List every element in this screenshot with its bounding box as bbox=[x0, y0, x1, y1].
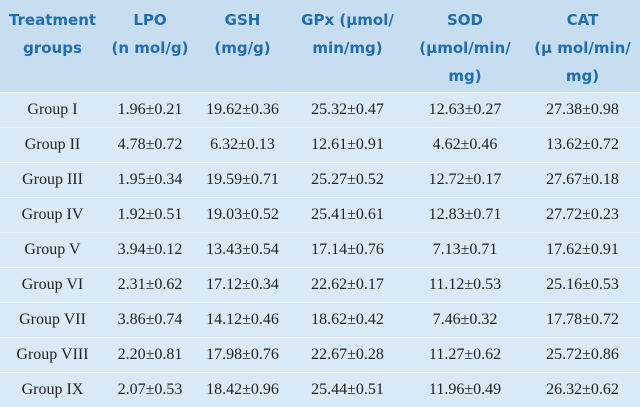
header-text: (n mol/g) bbox=[111, 39, 189, 57]
group-cell: Group IV bbox=[0, 196, 105, 232]
group-cell: Group II bbox=[0, 126, 105, 162]
value-cell: 12.83±0.71 bbox=[405, 196, 525, 232]
value-cell: 2.31±0.62 bbox=[105, 266, 195, 302]
value-cell: 17.98±0.76 bbox=[195, 336, 290, 372]
value-cell: 12.72±0.17 bbox=[405, 161, 525, 197]
value-cell: 27.72±0.23 bbox=[525, 196, 640, 232]
value-cell: 25.72±0.86 bbox=[525, 336, 640, 372]
group-cell: Group V bbox=[0, 231, 105, 267]
value-cell: 3.86±0.74 bbox=[105, 301, 195, 337]
value-cell: 12.61±0.91 bbox=[290, 126, 405, 162]
value-cell: 27.67±0.18 bbox=[525, 161, 640, 197]
value-cell: 18.42±0.96 bbox=[195, 371, 290, 407]
header-text: mg) bbox=[565, 67, 600, 85]
group-cell: Group I bbox=[0, 91, 105, 127]
table-row: Group V 3.94±0.12 13.43±0.54 17.14±0.76 7.13… bbox=[0, 231, 640, 267]
value-cell: 7.13±0.71 bbox=[405, 231, 525, 267]
value-cell: 4.62±0.46 bbox=[405, 126, 525, 162]
value-cell: 19.03±0.52 bbox=[195, 196, 290, 232]
header-text: (mg/g) bbox=[214, 39, 271, 57]
group-cell: Group III bbox=[0, 161, 105, 197]
table-row: Group IX 2.07±0.53 18.42±0.96 25.44±0.51 11.… bbox=[0, 371, 640, 407]
header-cell: SOD (µmol/min/mg) bbox=[405, 0, 525, 92]
value-cell: 25.27±0.52 bbox=[290, 161, 405, 197]
table-row: Group I 1.96±0.21 19.62±0.36 25.32±0.47 12.6… bbox=[0, 91, 640, 127]
table-row: Group III 1.95±0.34 19.59±0.71 25.27±0.52 12… bbox=[0, 161, 640, 197]
header-text: CAT bbox=[566, 11, 599, 29]
header-cell: LPO (n mol/g) bbox=[105, 0, 195, 92]
value-cell: 22.62±0.17 bbox=[290, 266, 405, 302]
header-text: min/mg) bbox=[312, 39, 383, 57]
value-cell: 17.12±0.34 bbox=[195, 266, 290, 302]
header-cell: GSH (mg/g) bbox=[195, 0, 290, 92]
table-row: Group IV 1.92±0.51 19.03±0.52 25.41±0.61 12.… bbox=[0, 196, 640, 232]
group-cell: Group VI bbox=[0, 266, 105, 302]
value-cell: 19.59±0.71 bbox=[195, 161, 290, 197]
header-row: Treatment groups LPO (n mol/g) GSH (mg/g) GPx … bbox=[0, 0, 640, 92]
value-cell: 1.95±0.34 bbox=[105, 161, 195, 197]
value-cell: 13.43±0.54 bbox=[195, 231, 290, 267]
table-row: Group VI 2.31±0.62 17.12±0.34 22.62±0.17 11.… bbox=[0, 266, 640, 302]
header-text: LPO bbox=[133, 11, 167, 29]
value-cell: 17.14±0.76 bbox=[290, 231, 405, 267]
value-cell: 3.94±0.12 bbox=[105, 231, 195, 267]
value-cell: 1.96±0.21 bbox=[105, 91, 195, 127]
value-cell: 26.32±0.62 bbox=[525, 371, 640, 407]
group-cell: Group IX bbox=[0, 371, 105, 407]
header-text: Treatment bbox=[8, 11, 97, 29]
value-cell: 2.20±0.81 bbox=[105, 336, 195, 372]
value-cell: 13.62±0.72 bbox=[525, 126, 640, 162]
header-text: (µ mol/min/ bbox=[534, 39, 631, 57]
header-text: groups bbox=[23, 39, 82, 57]
value-cell: 1.92±0.51 bbox=[105, 196, 195, 232]
value-cell: 11.27±0.62 bbox=[405, 336, 525, 372]
value-cell: 12.63±0.27 bbox=[405, 91, 525, 127]
group-cell: Group VII bbox=[0, 301, 105, 337]
header-cell: GPx (µmol/min/mg) bbox=[290, 0, 405, 92]
value-cell: 25.41±0.61 bbox=[290, 196, 405, 232]
value-cell: 11.12±0.53 bbox=[405, 266, 525, 302]
group-cell: Group VIII bbox=[0, 336, 105, 372]
header-text: mg) bbox=[448, 67, 482, 85]
table-row: Group VII 3.86±0.74 14.12±0.46 18.62±0.42 7.… bbox=[0, 301, 640, 337]
value-cell: 2.07±0.53 bbox=[105, 371, 195, 407]
value-cell: 27.38±0.98 bbox=[525, 91, 640, 127]
value-cell: 18.62±0.42 bbox=[290, 301, 405, 337]
table-header: Treatment groups LPO (n mol/g) GSH (mg/g) GPx … bbox=[0, 0, 640, 92]
table-body: Group I 1.96±0.21 19.62±0.36 25.32±0.47 12.6… bbox=[0, 91, 640, 407]
header-text: (µmol/min/ bbox=[419, 39, 511, 57]
value-cell: 19.62±0.36 bbox=[195, 91, 290, 127]
header-cell: Treatment groups bbox=[0, 0, 105, 92]
value-cell: 11.96±0.49 bbox=[405, 371, 525, 407]
value-cell: 25.16±0.53 bbox=[525, 266, 640, 302]
table-row: Group VIII 2.20±0.81 17.98±0.76 22.67±0.28 1… bbox=[0, 336, 640, 372]
value-cell: 25.32±0.47 bbox=[290, 91, 405, 127]
header-text: GSH bbox=[224, 11, 261, 29]
value-cell: 14.12±0.46 bbox=[195, 301, 290, 337]
header-cell: CAT (µ mol/min/mg) bbox=[525, 0, 640, 92]
header-text: SOD bbox=[446, 11, 483, 29]
value-cell: 4.78±0.72 bbox=[105, 126, 195, 162]
value-cell: 22.67±0.28 bbox=[290, 336, 405, 372]
value-cell: 25.44±0.51 bbox=[290, 371, 405, 407]
value-cell: 7.46±0.32 bbox=[405, 301, 525, 337]
table-row: Group II 4.78±0.72 6.32±0.13 12.61±0.91 4.62… bbox=[0, 126, 640, 162]
value-cell: 17.62±0.91 bbox=[525, 231, 640, 267]
value-cell: 17.78±0.72 bbox=[525, 301, 640, 337]
header-text: GPx (µmol/ bbox=[301, 11, 394, 29]
value-cell: 6.32±0.13 bbox=[195, 126, 290, 162]
